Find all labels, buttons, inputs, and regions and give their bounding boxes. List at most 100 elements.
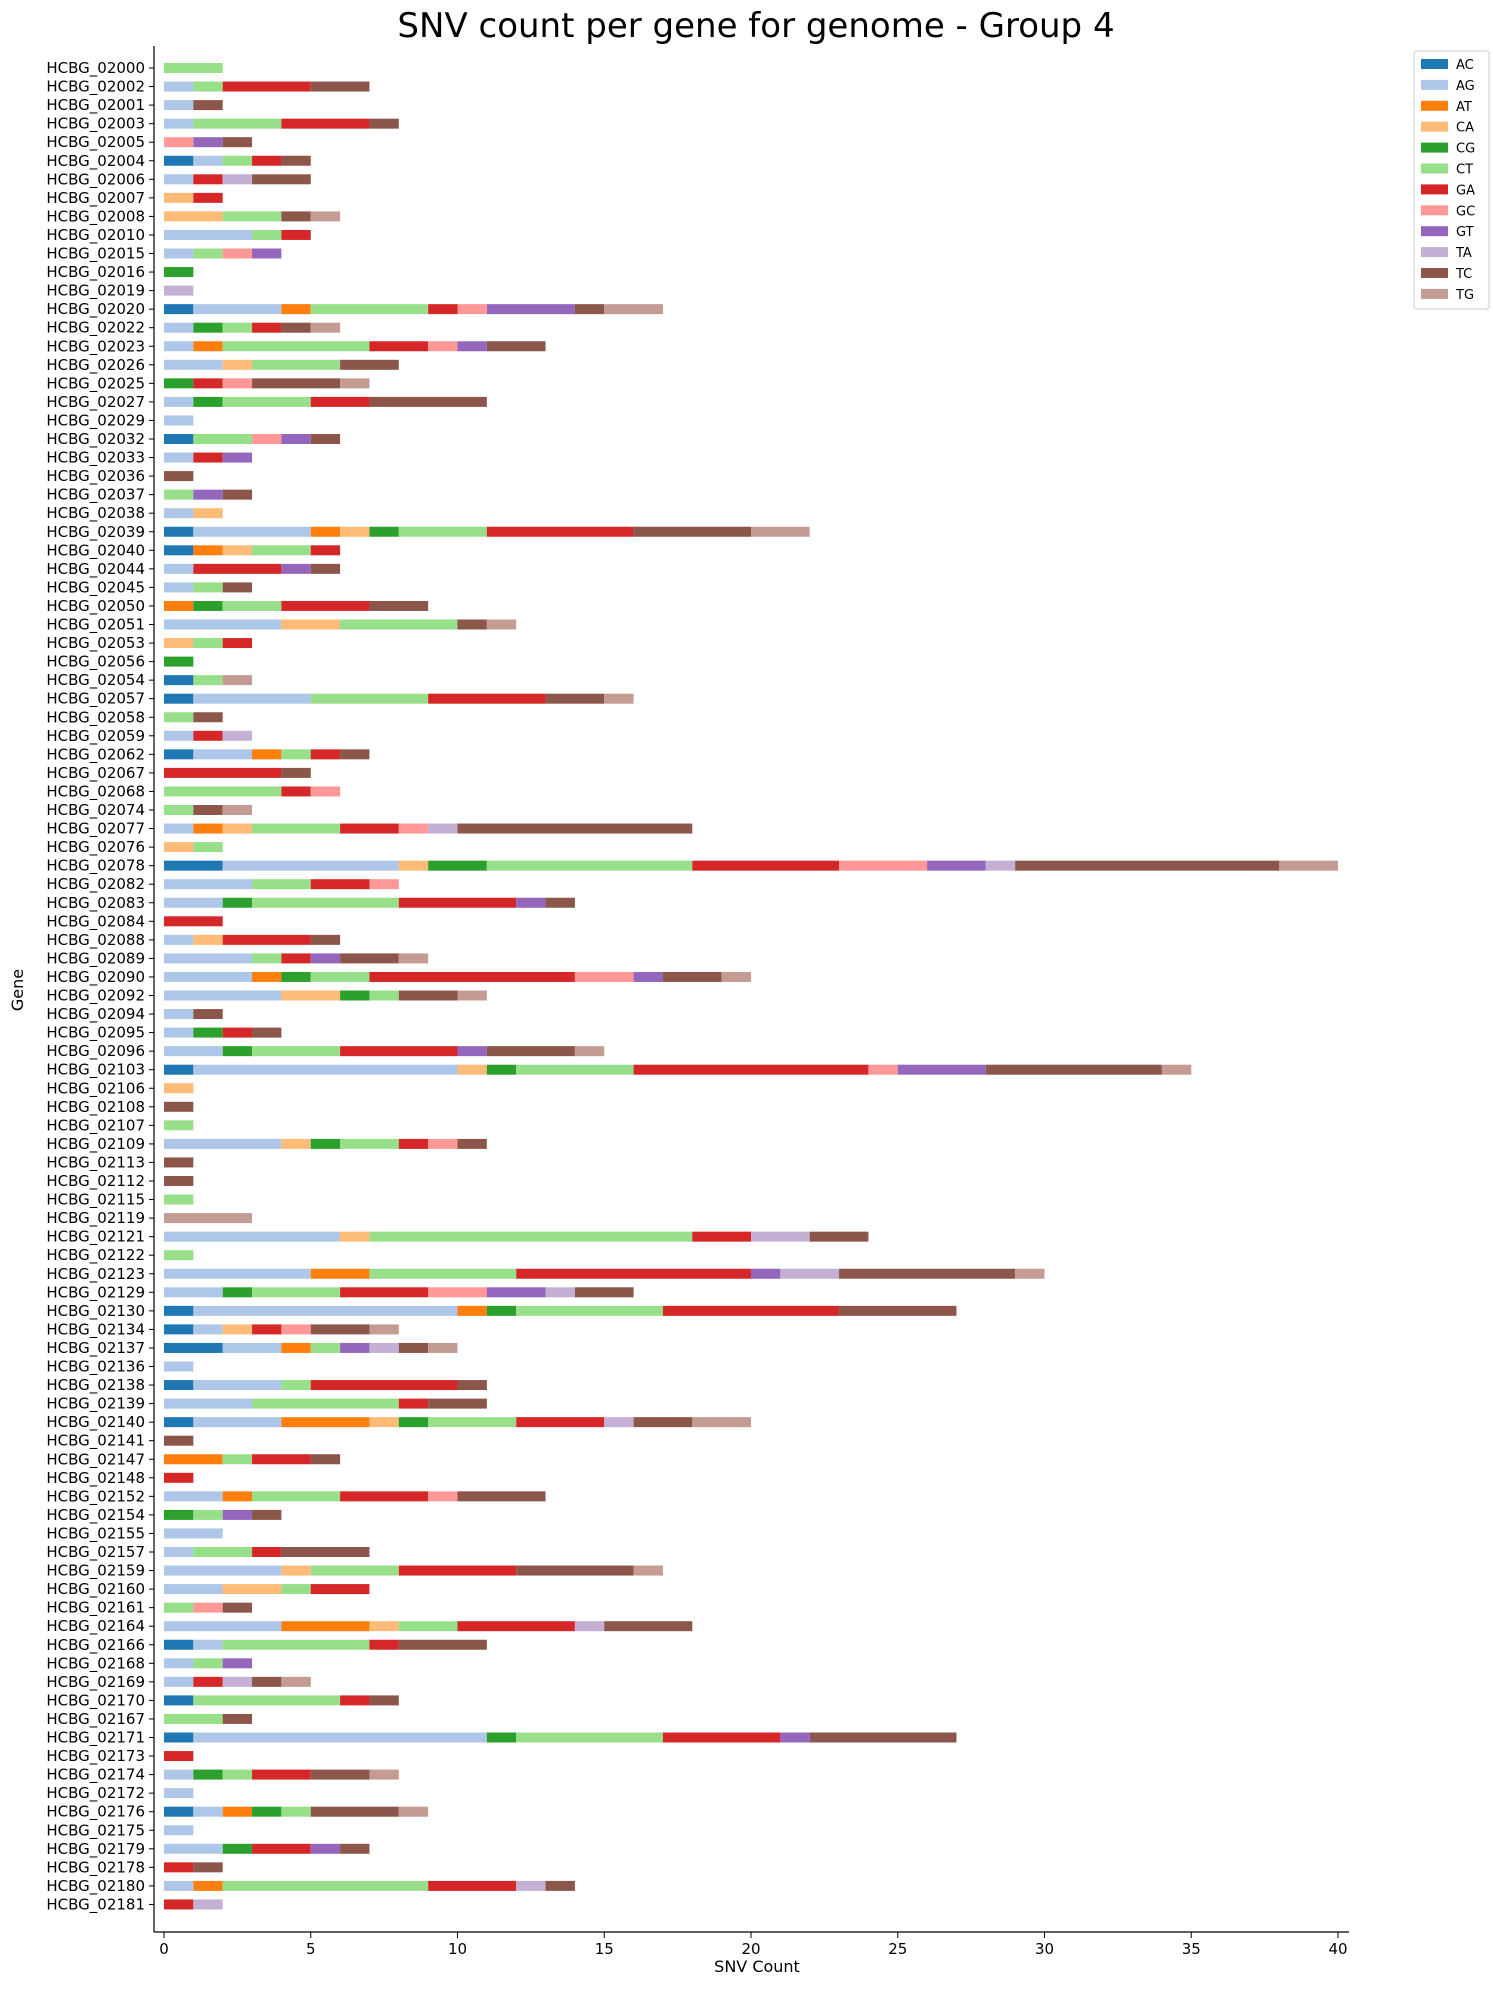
bar-segment-HCBG_02166-AC: [164, 1639, 194, 1650]
legend-swatch-CA: [1421, 121, 1448, 132]
legend-label-GC: GC: [1456, 204, 1475, 219]
bar-segment-HCBG_02129-CT: [252, 1287, 341, 1298]
bar-segment-HCBG_02077-TA: [428, 823, 458, 834]
bar-segment-HCBG_02033-AG: [164, 452, 194, 463]
bar-segment-HCBG_02078-TC: [1015, 860, 1280, 871]
bar-segment-HCBG_02062-AG: [193, 749, 253, 760]
legend-swatch-AC: [1421, 59, 1448, 69]
bar-segment-HCBG_02090-TG: [721, 971, 751, 982]
y-tick-label-HCBG_02089: HCBG_02089: [46, 949, 145, 968]
bar-segment-HCBG_02172-AG: [164, 1788, 194, 1799]
bar-segment-HCBG_02176-AC: [164, 1806, 194, 1817]
y-tick-label-HCBG_02157: HCBG_02157: [46, 1543, 145, 1562]
bar-segment-HCBG_02005-GC: [164, 137, 194, 148]
bar-segment-HCBG_02002-AG: [164, 81, 194, 92]
bar-segment-HCBG_02004-CT: [222, 155, 253, 166]
bar-segment-HCBG_02025-CG: [164, 378, 194, 389]
y-tick-label-HCBG_02115: HCBG_02115: [46, 1191, 145, 1210]
bar-segment-HCBG_02022-CT: [222, 322, 253, 333]
bar-segment-HCBG_02078-CA: [398, 860, 429, 871]
bar-segment-HCBG_02040-AC: [164, 545, 194, 556]
bar-segment-HCBG_02045-CT: [193, 582, 223, 593]
y-tick-label-HCBG_02076: HCBG_02076: [46, 838, 145, 857]
bar-segment-HCBG_02054-AC: [164, 675, 194, 686]
bar-segment-HCBG_02109-CA: [281, 1138, 311, 1149]
bar-segment-HCBG_02103-TG: [1161, 1064, 1192, 1075]
bar-segment-HCBG_02129-AG: [164, 1287, 223, 1298]
bar-segment-HCBG_02037-TC: [222, 489, 253, 500]
bar-segment-HCBG_02174-GA: [252, 1769, 311, 1780]
bar-segment-HCBG_02078-TG: [1279, 860, 1338, 871]
y-tick-label-HCBG_02054: HCBG_02054: [46, 671, 145, 690]
bar-segment-HCBG_02090-GA: [369, 971, 575, 982]
bar-segment-HCBG_02121-TC: [809, 1231, 869, 1242]
bar-segment-HCBG_02010-GA: [281, 229, 311, 240]
bar-segment-HCBG_02130-GA: [662, 1305, 840, 1316]
bar-segment-HCBG_02137-TA: [369, 1342, 399, 1353]
bar-segment-HCBG_02004-GA: [252, 155, 282, 166]
bar-segment-HCBG_02002-TC: [310, 81, 370, 92]
bar-segment-HCBG_02059-AG: [164, 730, 194, 741]
bar-segment-HCBG_02006-TC: [252, 174, 311, 185]
bar-segment-HCBG_02140-AT: [281, 1417, 370, 1428]
bar-segment-HCBG_02090-AG: [164, 971, 253, 982]
bar-segment-HCBG_02179-CG: [222, 1843, 253, 1854]
bar-segment-HCBG_02152-GA: [340, 1491, 429, 1502]
bar-segment-HCBG_02023-GC: [428, 341, 458, 352]
y-tick-label-HCBG_02096: HCBG_02096: [46, 1042, 145, 1061]
bar-segment-HCBG_02006-TA: [222, 174, 253, 185]
bar-segment-HCBG_02175-AG: [164, 1825, 194, 1836]
bar-segment-HCBG_02020-CT: [310, 304, 429, 315]
bar-segment-HCBG_02084-GA: [164, 916, 223, 927]
bar-segment-HCBG_02171-AC: [164, 1732, 194, 1743]
y-tick-label-HCBG_02148: HCBG_02148: [46, 1469, 145, 1488]
y-tick-label-HCBG_02062: HCBG_02062: [46, 745, 145, 764]
bar-segment-HCBG_02023-GA: [369, 341, 429, 352]
bar-segment-HCBG_02051-CA: [281, 619, 341, 630]
y-tick-label-HCBG_02090: HCBG_02090: [46, 968, 145, 987]
legend-swatch-GT: [1421, 226, 1448, 237]
bar-segment-HCBG_02107-CT: [164, 1120, 194, 1131]
bar-segment-HCBG_02179-GT: [310, 1843, 341, 1854]
bar-segment-HCBG_02138-TC: [457, 1380, 487, 1391]
y-tick-label-HCBG_02059: HCBG_02059: [46, 727, 145, 746]
bar-segment-HCBG_02164-CT: [398, 1621, 458, 1632]
y-tick-label-HCBG_02033: HCBG_02033: [46, 449, 145, 468]
legend-label-TC: TC: [1455, 267, 1472, 282]
bar-segment-HCBG_02180-TC: [545, 1880, 575, 1891]
bar-segment-HCBG_02157-AG: [164, 1547, 194, 1557]
bar-segment-HCBG_02160-CA: [222, 1584, 282, 1595]
y-tick-label-HCBG_02178: HCBG_02178: [46, 1858, 145, 1877]
bar-segment-HCBG_02174-CT: [222, 1769, 253, 1780]
chart-title: SNV count per gene for genome - Group 4: [397, 6, 1114, 46]
bar-segment-HCBG_02037-CT: [164, 489, 194, 500]
bar-segment-HCBG_02008-TG: [310, 211, 341, 222]
bar-segment-HCBG_02176-AG: [193, 1806, 223, 1817]
bar-segment-HCBG_02122-CT: [164, 1250, 194, 1261]
bar-segment-HCBG_02129-TA: [545, 1287, 575, 1298]
y-tick-label-HCBG_02003: HCBG_02003: [46, 115, 145, 134]
bar-segment-HCBG_02074-CT: [164, 805, 194, 815]
legend-label-CT: CT: [1456, 163, 1473, 178]
bar-segment-HCBG_02050-TC: [369, 600, 429, 611]
bar-segment-HCBG_02058-CT: [164, 712, 194, 723]
y-tick-label-HCBG_02181: HCBG_02181: [46, 1895, 145, 1914]
bar-segment-HCBG_02160-GA: [310, 1584, 370, 1595]
y-tick-label-HCBG_02077: HCBG_02077: [46, 820, 145, 839]
legend: AC AG AT CA CG CT GA GC GT TA TC TG: [1413, 50, 1490, 310]
y-tick-label-HCBG_02122: HCBG_02122: [46, 1246, 145, 1265]
y-tick-label-HCBG_02015: HCBG_02015: [46, 245, 145, 264]
bar-segment-HCBG_02136-AG: [164, 1361, 194, 1372]
legend-swatch-GA: [1421, 184, 1448, 195]
legend-label-CG: CG: [1456, 142, 1475, 157]
bar-segment-HCBG_02123-TC: [839, 1268, 1016, 1279]
bar-segment-HCBG_02092-CA: [281, 990, 341, 1001]
bar-segment-HCBG_02003-AG: [164, 118, 194, 129]
bar-segment-HCBG_02083-AG: [164, 897, 223, 908]
bar-segment-HCBG_02089-AG: [164, 953, 253, 964]
bar-segment-HCBG_02166-AG: [193, 1639, 223, 1650]
bar-segment-HCBG_02032-GT: [281, 434, 311, 444]
bar-segment-HCBG_02169-GA: [193, 1676, 223, 1687]
bar-segment-HCBG_02089-CT: [252, 953, 282, 964]
bar-segment-HCBG_02039-GA: [486, 526, 634, 537]
